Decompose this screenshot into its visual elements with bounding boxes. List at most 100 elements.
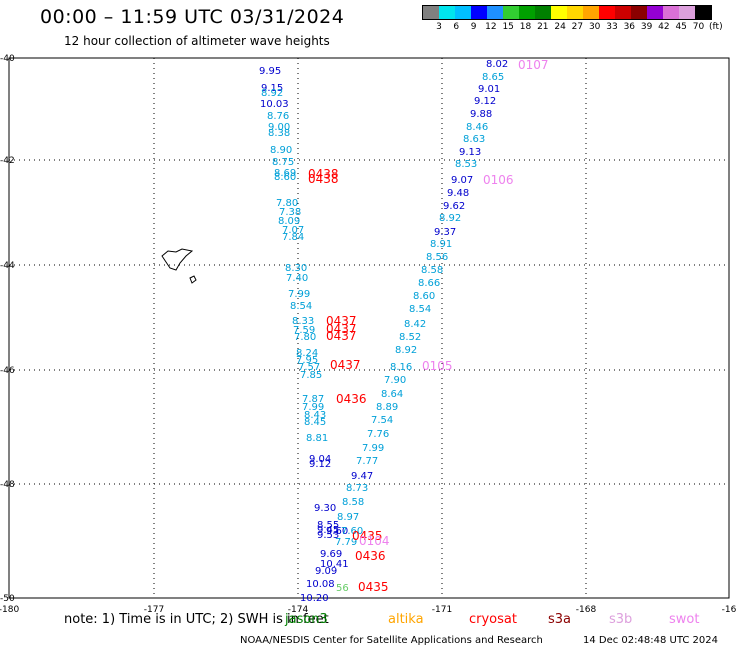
legend-label: 70 [692,22,705,32]
satellite-label-jason3: jason3 [285,612,328,627]
map-subtitle: 12 hour collection of altimeter wave hei… [64,34,330,48]
credit-line: NOAA/NESDIS Center for Satellite Applica… [240,635,543,646]
legend-swatch [503,6,519,19]
swh-value: 9.09 [315,566,337,577]
swh-value: 7.80 [294,332,316,343]
swh-value: 8.66 [418,278,440,289]
longitude-label: -174 [288,605,309,615]
coastline-island [161,248,194,271]
swh-value: 7.54 [371,415,393,426]
swh-value: 7.57 [298,362,320,373]
swh-value: 8.24 [296,348,318,359]
swh-value: 9.13 [459,147,481,158]
legend-label: 36 [623,22,636,32]
pass-time-label: 0437 [330,358,361,372]
swh-value: 8.30 [285,263,307,274]
swh-value: 10.20 [300,593,329,604]
swh-value: 8.02 [486,59,508,70]
swh-value: 8.63 [463,134,485,145]
legend-swatch [679,6,695,19]
pass-time-label: 0435 [358,580,389,594]
latitude-label: -40 [0,54,15,64]
swh-value: 8.81 [306,433,328,444]
legend-swatch [567,6,583,19]
swh-value: 7.99 [288,289,310,300]
pass-time-label: 0104 [359,534,390,548]
swh-value: 9.04 [309,454,331,465]
swh-value: 8.65 [482,72,504,83]
legend-swatch [551,6,567,19]
swh-value: 8.38 [268,128,290,139]
legend-label: 21 [537,22,549,32]
swh-value: 8.53 [455,159,477,170]
pass-time-label: 0438 [308,167,339,181]
longitude-label: -168 [576,605,597,615]
swh-value: 8.92 [395,345,417,356]
legend-swatches [422,5,712,20]
swh-value: 8.58 [421,265,443,276]
swh-value: 9.95 [259,66,281,77]
swh-value: 9.45 [317,525,339,536]
longitude-label: -180 [0,605,19,615]
legend-swatch [599,6,615,19]
legend-label: (ft) [709,22,723,32]
swh-value: 9.12 [309,459,331,470]
satellite-label-altika: altika [388,612,424,627]
legend-label: 30 [588,22,601,32]
swh-value: 7.77 [356,456,378,467]
pass-time-label: 0105 [422,359,453,373]
swh-value: 7.95 [296,355,318,366]
swh-value: 7.40 [286,273,308,284]
legend-label: 27 [571,22,584,32]
swh-value: 8.54 [290,301,312,312]
swh-value: 9.30 [314,503,336,514]
latitude-label: -44 [0,261,15,271]
swh-value: 8.46 [466,122,488,133]
swh-value: 9.00 [268,122,290,133]
legend-label: 6 [453,22,460,32]
legend-swatch [455,6,471,19]
latitude-label: -42 [0,156,15,166]
legend-label: 3 [436,22,442,32]
legend-swatch [535,6,551,19]
swh-value: 7.76 [367,429,389,440]
swh-value: 8.64 [381,389,403,400]
swh-value: 8.33 [292,316,314,327]
map-frame [8,57,730,599]
swh-value: 8.45 [304,417,326,428]
swh-value: 10.03 [260,99,289,110]
swh-value: 9.53 [317,530,339,541]
latitude-label: -48 [0,480,15,490]
legend-label: 24 [554,22,566,32]
swh-value: 8.58 [342,497,364,508]
swh-value: 8.16 [390,362,412,373]
swh-value: 7.38 [279,207,301,218]
swh-value: 9.07 [451,175,473,186]
swh-value: 9.12 [474,96,496,107]
swh-value: 9.69 [320,549,342,560]
swh-value: 7.80 [276,198,298,209]
pass-time-label: 0436 [355,549,386,563]
legend-label: 9 [470,22,477,32]
latitude-label: -50 [0,594,15,604]
legend-swatch [423,6,439,19]
swh-value: 8.91 [430,239,452,250]
legend-swatch [615,6,631,19]
swh-value: 8.52 [399,332,421,343]
swh-value: 8.60 [413,291,435,302]
swh-value: 8.43 [304,410,326,421]
legend-swatch [583,6,599,19]
swh-value: 7.59 [293,325,315,336]
pass-time-label: 0437 [326,314,357,328]
swh-value: 8.76 [267,111,289,122]
swh-value: 8.09 [278,216,300,227]
pass-time-label: 0106 [483,173,514,187]
coastline-islet [189,275,197,284]
swh-value: 8.60 [274,172,296,183]
legend-label: 12 [485,22,497,32]
swh-value: 7.87 [302,394,324,405]
satellite-label-s3b: s3b [609,612,633,627]
legend-swatch [519,6,535,19]
swh-value: 8.92 [261,88,283,99]
